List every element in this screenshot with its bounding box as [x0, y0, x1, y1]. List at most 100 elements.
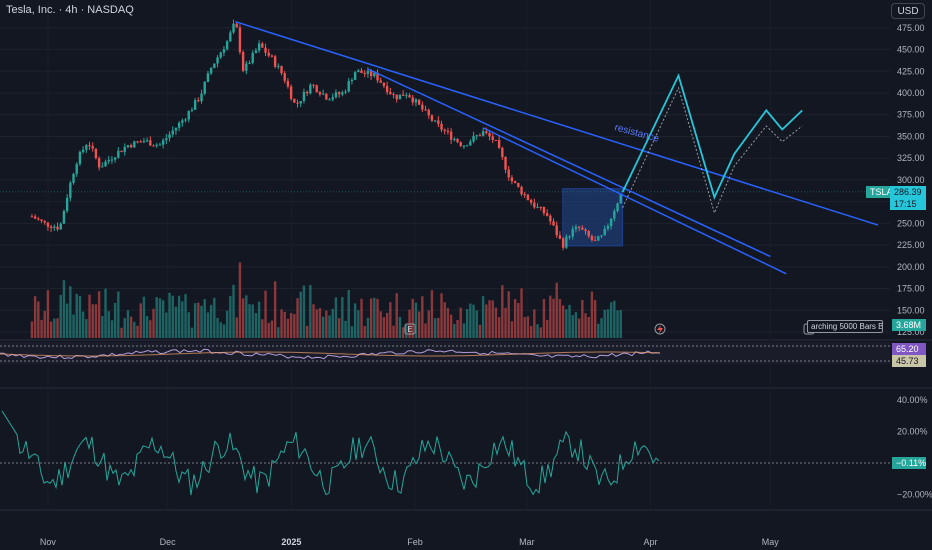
volume-bar	[81, 311, 85, 338]
currency-button[interactable]: USD	[891, 3, 925, 19]
volume-bar	[88, 294, 91, 338]
volume-bars	[30, 262, 622, 338]
trendlines[interactable]	[235, 21, 879, 275]
candle-body	[584, 229, 587, 232]
volume-bar	[161, 300, 165, 338]
volume-bar	[33, 296, 37, 338]
candle-body	[331, 97, 334, 100]
volume-bar	[481, 296, 485, 338]
volume-bar	[590, 291, 594, 338]
volume-bar	[91, 304, 94, 338]
volume-bar	[197, 302, 200, 338]
candle-body	[609, 218, 613, 227]
candle-body	[462, 145, 466, 147]
candle-body	[43, 220, 46, 223]
volume-bar	[449, 314, 453, 338]
volume-bar	[465, 309, 469, 338]
candle-body	[133, 141, 136, 148]
candle-body	[232, 23, 235, 33]
volume-bar	[53, 318, 56, 338]
candle-body	[379, 80, 382, 83]
candle-body	[465, 145, 469, 147]
candle-body	[523, 194, 526, 196]
candle-body	[149, 140, 152, 146]
candle-body	[126, 145, 130, 148]
volume-bar	[171, 295, 174, 338]
candle-body	[398, 94, 402, 100]
candle-body	[552, 221, 555, 226]
candle-body	[168, 134, 171, 139]
volume-bar	[145, 316, 149, 338]
time-tick-label: Nov	[40, 537, 57, 547]
volume-bar	[395, 293, 398, 338]
candle-body	[430, 115, 434, 121]
dividend-lightning-icon[interactable]	[654, 323, 666, 335]
candle-body	[245, 63, 248, 71]
volume-bar	[328, 315, 331, 338]
volume-bar	[120, 327, 123, 338]
volume-bar	[257, 301, 261, 338]
candle-body	[123, 147, 126, 152]
candle-body	[347, 81, 350, 92]
candle-body	[142, 141, 146, 143]
volume-bar	[168, 292, 171, 338]
candle-body	[78, 151, 82, 165]
volume-bar	[104, 288, 107, 338]
candle-body	[264, 47, 267, 53]
volume-bar	[357, 310, 360, 338]
volume-bar	[187, 312, 190, 338]
price-tick-label: 200.00	[897, 262, 925, 272]
price-tick-label: 125.00	[897, 327, 925, 337]
candle-body	[536, 206, 539, 208]
candle-body	[94, 148, 98, 159]
volume-bar	[373, 297, 376, 338]
candle-body	[152, 145, 155, 147]
candle-body	[85, 145, 88, 150]
volume-bar	[609, 302, 613, 338]
volume-bar	[261, 319, 264, 338]
candle-body	[472, 135, 475, 142]
volume-bar	[101, 315, 104, 338]
osc-value-tag: −0.11%	[892, 457, 926, 469]
volume-bar	[561, 305, 565, 338]
candle-body	[549, 215, 552, 222]
projection-path[interactable]	[621, 73, 803, 215]
candle-body	[65, 197, 69, 212]
candle-body	[88, 145, 91, 147]
price-tick-label: 475.00	[897, 23, 925, 33]
volume-bar	[184, 294, 187, 338]
volume-bar	[139, 303, 142, 338]
volume-bar	[110, 320, 114, 338]
volume-bar	[341, 297, 344, 338]
volume-bar	[43, 310, 46, 338]
volume-bar	[430, 290, 434, 338]
rsi-pane	[0, 342, 890, 364]
price-tick-label: 350.00	[897, 131, 925, 141]
candle-body	[488, 133, 491, 137]
volume-bar	[126, 310, 130, 338]
symbol-title[interactable]: Tesla, Inc. · 4h · NASDAQ	[6, 4, 134, 16]
candle-body	[293, 98, 296, 103]
candle-body	[590, 236, 594, 241]
earnings-marker[interactable]: E	[404, 323, 416, 335]
volume-bar	[565, 309, 568, 338]
volume-bar	[136, 325, 139, 338]
candle-body	[504, 157, 507, 170]
rsi-signal-line	[0, 351, 661, 357]
volume-bar	[222, 324, 226, 338]
candle-body	[40, 219, 43, 221]
volume-bar	[353, 303, 357, 338]
candle-body	[414, 99, 418, 103]
volume-bar	[405, 324, 408, 338]
volume-bar	[469, 303, 472, 338]
volume-bar	[427, 310, 430, 338]
candle-body	[616, 203, 619, 212]
volume-bar	[389, 302, 392, 338]
candle-body	[158, 144, 162, 146]
candle-body	[344, 91, 347, 93]
candle-body	[597, 236, 600, 241]
rsi-value-b: 45.73	[892, 355, 926, 367]
volume-bar	[334, 297, 338, 338]
volume-bar	[158, 298, 162, 338]
